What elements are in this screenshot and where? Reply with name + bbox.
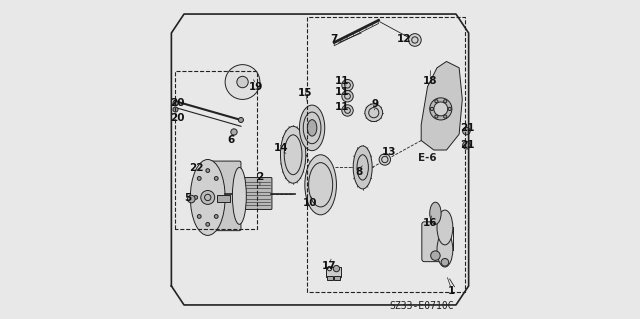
Circle shape [430, 107, 433, 110]
Text: 16: 16 [423, 219, 437, 228]
Circle shape [434, 102, 448, 116]
Ellipse shape [305, 155, 337, 215]
Text: 12: 12 [397, 34, 411, 44]
Circle shape [197, 176, 201, 180]
Circle shape [173, 107, 178, 112]
Circle shape [194, 196, 198, 199]
Bar [327, 276, 333, 280]
Text: 17: 17 [322, 261, 337, 271]
Text: 18: 18 [423, 76, 437, 86]
Circle shape [435, 100, 438, 103]
Text: 10: 10 [303, 198, 317, 208]
FancyBboxPatch shape [243, 178, 272, 210]
Circle shape [214, 215, 218, 218]
Text: 13: 13 [381, 147, 396, 157]
Ellipse shape [429, 202, 441, 224]
Ellipse shape [190, 160, 225, 235]
Circle shape [429, 98, 452, 120]
Ellipse shape [300, 105, 324, 151]
Circle shape [206, 169, 210, 173]
Text: 11: 11 [335, 76, 349, 86]
Text: SZ33-E0710C: SZ33-E0710C [389, 300, 454, 311]
Text: 9: 9 [371, 99, 378, 109]
Circle shape [441, 258, 449, 266]
Circle shape [342, 79, 353, 91]
Circle shape [365, 104, 383, 122]
Circle shape [218, 196, 221, 199]
Circle shape [214, 176, 218, 180]
Ellipse shape [437, 232, 453, 267]
Text: 11: 11 [335, 102, 349, 112]
Ellipse shape [307, 120, 317, 136]
Circle shape [408, 33, 421, 46]
Circle shape [342, 105, 353, 116]
Text: 2: 2 [256, 172, 264, 182]
Circle shape [237, 76, 248, 88]
Text: 6: 6 [227, 135, 234, 145]
Text: 22: 22 [189, 163, 204, 173]
Circle shape [239, 117, 243, 122]
Circle shape [463, 141, 470, 149]
Text: 19: 19 [249, 82, 263, 92]
Text: 8: 8 [355, 167, 362, 176]
Ellipse shape [280, 126, 306, 183]
Ellipse shape [353, 146, 372, 189]
FancyBboxPatch shape [422, 222, 449, 262]
Text: E-6: E-6 [418, 153, 436, 163]
Circle shape [173, 101, 178, 106]
Polygon shape [421, 62, 462, 150]
Circle shape [342, 91, 353, 102]
FancyBboxPatch shape [206, 161, 241, 231]
Circle shape [444, 115, 447, 118]
Bar [334, 276, 340, 280]
Ellipse shape [437, 210, 453, 245]
Text: 21: 21 [460, 123, 474, 133]
Ellipse shape [232, 167, 246, 224]
Circle shape [197, 215, 201, 218]
Text: 1: 1 [447, 286, 455, 296]
Circle shape [188, 195, 195, 203]
Text: 21: 21 [460, 140, 474, 150]
Text: 5: 5 [184, 193, 192, 203]
Circle shape [206, 222, 210, 226]
Text: 7: 7 [330, 34, 337, 44]
Bar [217, 195, 230, 202]
Circle shape [379, 154, 390, 165]
Text: 11: 11 [335, 87, 349, 98]
Circle shape [225, 65, 260, 100]
Circle shape [448, 107, 451, 110]
Text: 20: 20 [170, 98, 184, 108]
Bar [326, 267, 341, 277]
Text: 20: 20 [170, 113, 184, 123]
Text: 14: 14 [274, 144, 289, 153]
Text: 15: 15 [298, 88, 312, 98]
Circle shape [201, 190, 214, 204]
Circle shape [333, 265, 340, 272]
Circle shape [463, 127, 470, 135]
Circle shape [231, 129, 237, 135]
Circle shape [435, 115, 438, 118]
Circle shape [431, 251, 440, 260]
Circle shape [444, 100, 447, 103]
